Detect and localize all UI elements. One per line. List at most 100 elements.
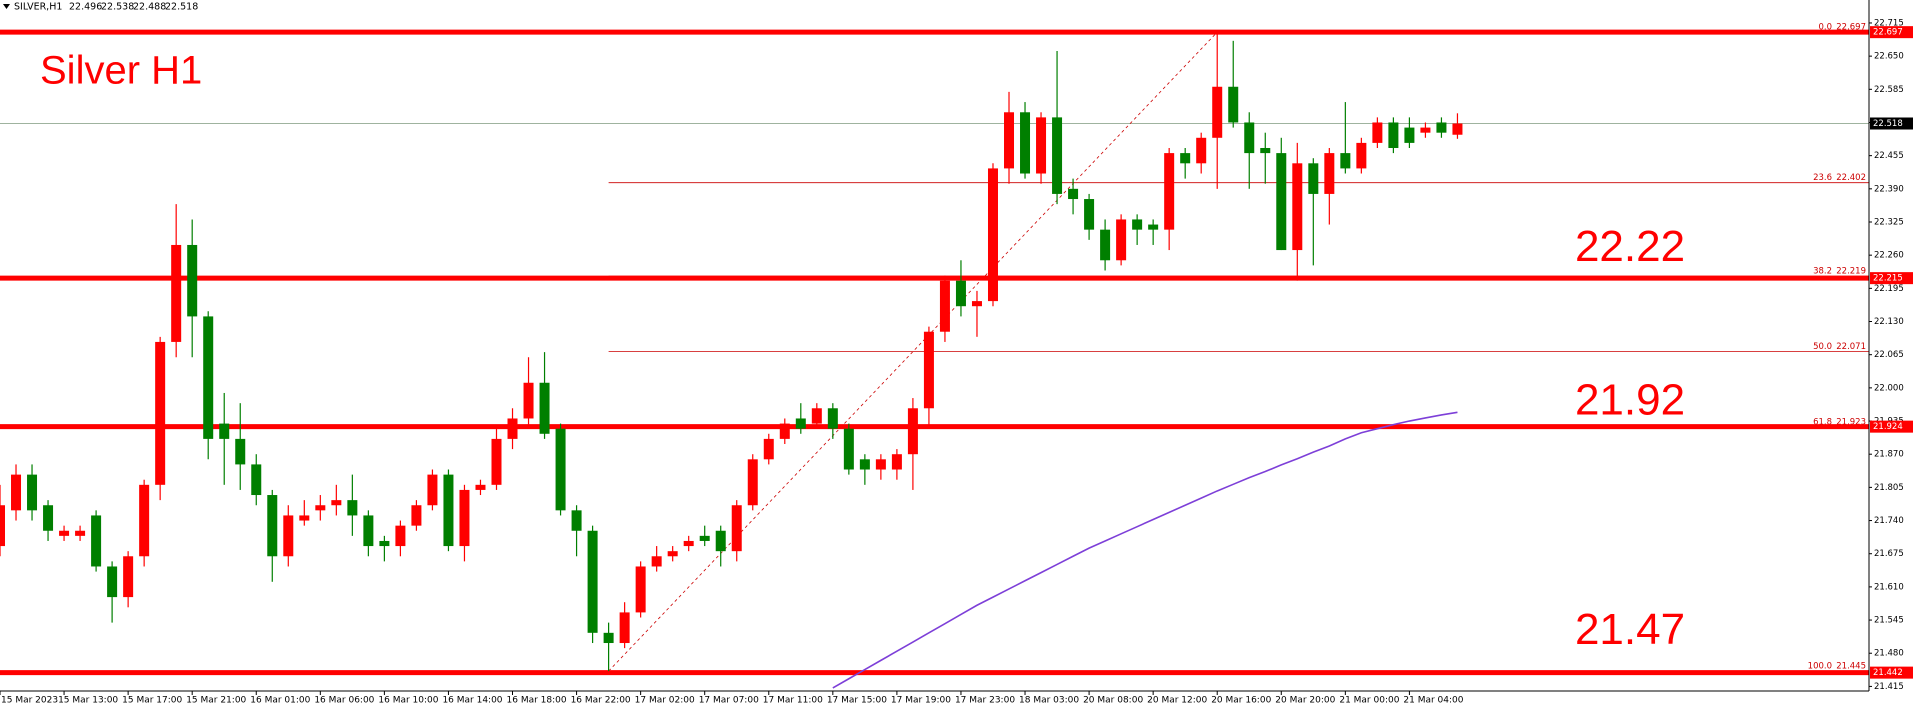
x-tick-label: 20 Mar 12:00 (1147, 696, 1207, 706)
candle-body (219, 423, 230, 439)
candle-body (827, 408, 838, 429)
x-tick-label: 17 Mar 11:00 (763, 696, 823, 706)
candle-body (875, 459, 886, 470)
candle-body (1116, 219, 1127, 261)
x-tick-label: 15 Mar 2023 (1, 696, 58, 706)
candle-body (187, 244, 198, 317)
chart-title: Silver H1 (40, 49, 202, 93)
candle-body (1276, 153, 1287, 251)
candle-body (619, 612, 630, 644)
candle-body (1436, 122, 1447, 133)
fib-price-label: 22.402 (1836, 173, 1866, 183)
candle-body (651, 556, 662, 567)
level-annotation: 21.47 (1575, 605, 1685, 654)
y-tick-label: 22.325 (1874, 217, 1904, 227)
level-tag (1870, 666, 1913, 679)
candle-body (795, 418, 806, 429)
x-tick-label: 15 Mar 17:00 (122, 696, 182, 706)
candle-body (1004, 112, 1015, 169)
candle-body (907, 408, 918, 455)
candle-body (923, 331, 934, 409)
candle-body (443, 474, 454, 547)
candle-body (75, 530, 86, 536)
candle-body (1164, 153, 1175, 230)
candle-body (507, 418, 518, 439)
y-tick-label: 22.650 (1874, 52, 1904, 62)
y-tick-label: 22.390 (1874, 184, 1904, 194)
candle-body (667, 551, 678, 557)
fib-price-label: 21.923 (1836, 418, 1866, 428)
menu-arrow[interactable] (3, 4, 10, 9)
candle-body (155, 341, 166, 485)
y-tick-label: 21.610 (1874, 582, 1904, 592)
candle-body (491, 438, 502, 485)
level-annotation: 22.22 (1575, 222, 1685, 271)
candle-body (699, 535, 710, 541)
candle-body (971, 301, 982, 307)
candle-body (1148, 224, 1159, 230)
candle-body (235, 438, 246, 465)
candle-body (107, 566, 118, 598)
quote-low: 22.488 (133, 2, 166, 13)
symbol: SILVER,H1 (14, 2, 62, 13)
candle-body (1420, 127, 1431, 133)
candle-body (203, 316, 214, 439)
candle-body (1324, 153, 1335, 194)
candle-body (1132, 219, 1143, 230)
candle-body (1260, 147, 1271, 154)
candle-body (987, 168, 998, 302)
candle-body (683, 540, 694, 547)
candle-body (1068, 188, 1079, 200)
candle-body (843, 428, 854, 470)
candle-body (1052, 117, 1063, 194)
fib-price-label: 22.071 (1836, 342, 1866, 352)
candle-body (1180, 153, 1191, 164)
fib-price-label: 22.219 (1836, 267, 1866, 277)
candle-body (1228, 86, 1239, 123)
candle-body (955, 280, 966, 307)
candle-body (1452, 123, 1463, 135)
x-tick-label: 17 Mar 15:00 (827, 696, 887, 706)
y-tick-label: 22.195 (1874, 284, 1904, 294)
x-tick-label: 15 Mar 21:00 (186, 696, 246, 706)
y-tick-label: 21.545 (1874, 616, 1904, 626)
candle-body (459, 489, 470, 547)
x-tick-label: 20 Mar 16:00 (1211, 696, 1271, 706)
current-price-tag (1870, 117, 1913, 130)
candle-body (523, 382, 534, 419)
quote-close: 22.518 (165, 2, 198, 13)
candle-body (11, 474, 22, 511)
candle-body (1372, 122, 1383, 143)
candle-body (571, 510, 582, 531)
candle-body (779, 423, 790, 439)
x-tick-label: 17 Mar 19:00 (891, 696, 951, 706)
candle-body (91, 515, 102, 567)
y-tick-label: 22.715 (1874, 18, 1904, 28)
candle-body (331, 500, 342, 506)
y-tick-label: 22.000 (1874, 383, 1904, 393)
candle-body (1020, 112, 1031, 174)
y-tick-label: 22.585 (1874, 85, 1904, 95)
y-tick-label: 22.130 (1874, 317, 1904, 327)
x-tick-label: 16 Mar 01:00 (250, 696, 310, 706)
candle-body (587, 530, 598, 633)
candle-body (283, 515, 294, 557)
level-tag-label: 21.442 (1873, 668, 1903, 678)
candle-body (1292, 163, 1303, 251)
current-price-label: 22.518 (1873, 119, 1903, 129)
candle-body (1340, 153, 1351, 169)
y-tick-label: 21.480 (1874, 649, 1904, 659)
candle-body (1212, 86, 1223, 138)
x-tick-label: 16 Mar 06:00 (314, 696, 374, 706)
candle-body (411, 505, 422, 526)
candle-body (267, 495, 278, 557)
x-tick-label: 17 Mar 02:00 (635, 696, 695, 706)
candle-body (475, 484, 486, 490)
candle-body (347, 500, 358, 516)
quote-open: 22.496 (69, 2, 102, 13)
quote-high: 22.538 (101, 2, 134, 13)
candle-body (747, 459, 758, 506)
fib-ratio-label: 100.0 (1808, 662, 1832, 672)
